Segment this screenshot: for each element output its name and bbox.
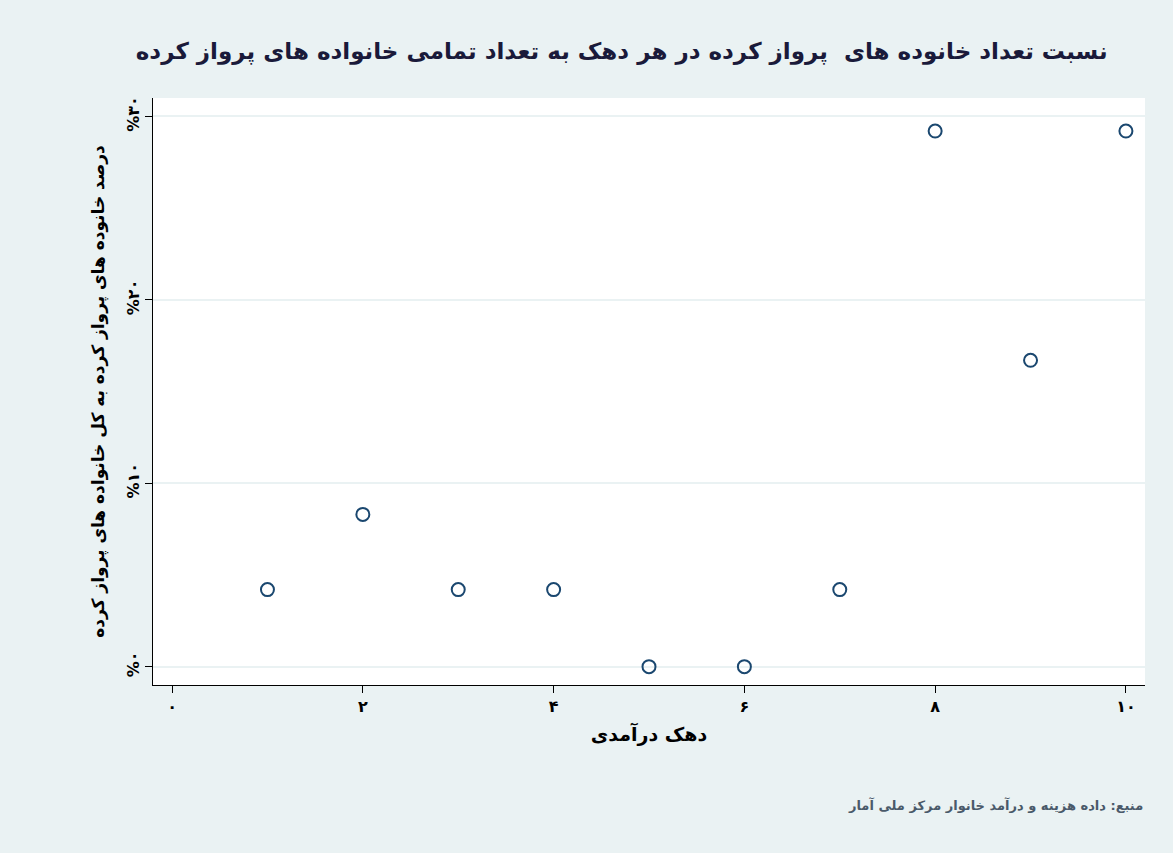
svg-text:%۳۰: %۳۰: [124, 96, 143, 132]
svg-text:۲: ۲: [358, 697, 368, 716]
svg-text:نسبت تعداد خانوده های پرواز ک: نسبت تعداد خانوده های پرواز کرده در هر د…: [136, 38, 1108, 65]
svg-text:۶: ۶: [739, 697, 749, 716]
svg-text:۴: ۴: [549, 697, 559, 716]
svg-text:درصد خانوده های پرواز کرده به: درصد خانوده های پرواز کرده به کل خانواده…: [88, 145, 109, 638]
svg-text:%۰: %۰: [124, 651, 143, 677]
svg-text:دهک درآمدی: دهک درآمدی: [591, 722, 708, 746]
svg-text:منبع: داده هزینه و درآمد خانوا: منبع: داده هزینه و درآمد خانوار مرکز ملی…: [848, 797, 1143, 813]
svg-text:۱۰: ۱۰: [1116, 697, 1136, 716]
svg-text:۸: ۸: [930, 697, 940, 716]
svg-text:۰: ۰: [167, 697, 177, 716]
svg-text:%۲۰: %۲۰: [124, 280, 143, 316]
svg-text:%۱۰: %۱۰: [124, 463, 143, 499]
